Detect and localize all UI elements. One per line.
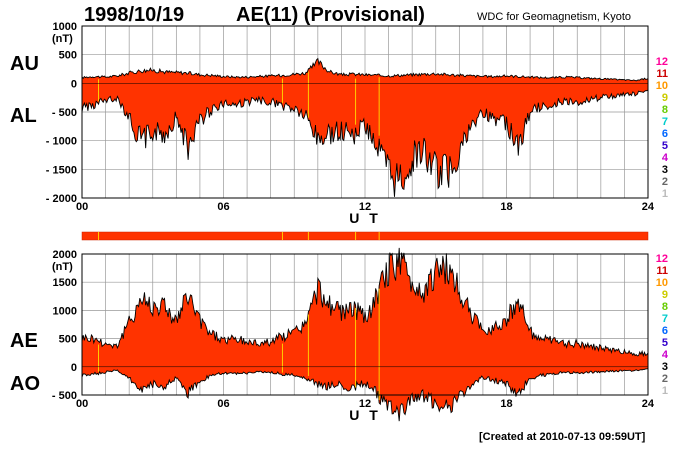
station-legend-8: 8 (662, 104, 668, 116)
x-tick-label: 12 (359, 201, 371, 213)
station-legend-7: 7 (662, 116, 668, 128)
created-timestamp: [Created at 2010-07-13 09:59UT] (479, 431, 646, 443)
series-label-ae: AE (10, 330, 38, 352)
plot-frame (81, 253, 649, 396)
data-availability-strip (81, 231, 649, 241)
station-legend-2: 2 (662, 373, 668, 385)
station-legend-1: 1 (662, 385, 668, 397)
y-tick-label: 500 (59, 50, 77, 62)
station-legend-6: 6 (662, 325, 668, 337)
y-axis-unit: (nT) (52, 33, 73, 45)
x-tick-label: 18 (500, 201, 512, 213)
x-tick-label: 18 (500, 398, 512, 410)
station-legend-10: 10 (656, 80, 668, 92)
station-legend-6: 6 (662, 128, 668, 140)
station-legend-12: 12 (656, 56, 668, 68)
series-line-al (81, 89, 649, 197)
y-tick-label: 1000 (53, 21, 77, 33)
availability-bar (81, 231, 649, 241)
series-label-al: AL (10, 105, 37, 127)
y-tick-label: 1500 (53, 277, 77, 289)
series-label-ao: AO (10, 373, 40, 395)
series-line-ao (81, 368, 649, 422)
au-al-panel: 1000 500 0 - 500 - 1000 - 1500 - 2000 (nT) 00 06 1… (10, 21, 655, 226)
x-tick-label: 06 (217, 201, 229, 213)
station-legend-3: 3 (662, 361, 668, 373)
y-tick-label: 500 (59, 334, 77, 346)
station-legend-2: 2 (662, 176, 668, 188)
x-tick-label: 00 (76, 398, 88, 410)
station-legend-8: 8 (662, 301, 668, 313)
chart-title: AE(11) (Provisional) (236, 4, 425, 26)
series-line-au (81, 57, 649, 82)
x-axis-title: U T (349, 407, 381, 423)
station-legend-1: 1 (662, 188, 668, 200)
station-legend-7: 7 (662, 313, 668, 325)
station-legend-11: 11 (656, 68, 668, 80)
series-label-au: AU (10, 53, 39, 75)
y-tick-label: 2000 (53, 249, 77, 261)
ae-ao-panel: 2000 1500 1000 500 0 - 500 (nT) 00 06 12 18 24 U T AE… (10, 247, 655, 423)
station-legend-4: 4 (662, 349, 669, 361)
y-tick-label: 0 (71, 78, 77, 90)
organization-label: WDC for Geomagnetism, Kyoto (477, 11, 632, 23)
chart-date: 1998/10/19 (84, 4, 185, 26)
y-tick-label: 0 (71, 362, 77, 374)
y-tick-label: - 500 (52, 390, 77, 402)
station-legend-10: 10 (656, 277, 668, 289)
y-axis-unit: (nT) (52, 261, 73, 273)
station-legend-11: 11 (656, 265, 668, 277)
x-tick-label: 00 (76, 201, 88, 213)
station-legend-9: 9 (662, 92, 668, 104)
x-tick-label: 06 (217, 398, 229, 410)
x-axis-title: U T (349, 210, 381, 226)
x-tick-label: 24 (642, 398, 655, 410)
x-tick-label: 12 (359, 398, 371, 410)
station-legend-9: 9 (662, 289, 668, 301)
plot-frame (81, 25, 649, 199)
series-line-ae (81, 247, 649, 358)
station-legend-3: 3 (662, 164, 668, 176)
series-area-ae-ao (82, 247, 648, 422)
y-tick-label: - 1500 (46, 164, 77, 176)
y-tick-label: - 500 (52, 107, 77, 119)
station-legend-5: 5 (662, 140, 668, 152)
y-tick-label: 1000 (53, 305, 77, 317)
y-tick-label: - 1000 (46, 136, 77, 148)
station-legend-5: 5 (662, 337, 668, 349)
station-legend-4: 4 (662, 152, 669, 164)
station-legend-12: 12 (656, 253, 668, 265)
x-tick-label: 24 (642, 201, 655, 213)
y-tick-label: - 2000 (46, 193, 77, 205)
